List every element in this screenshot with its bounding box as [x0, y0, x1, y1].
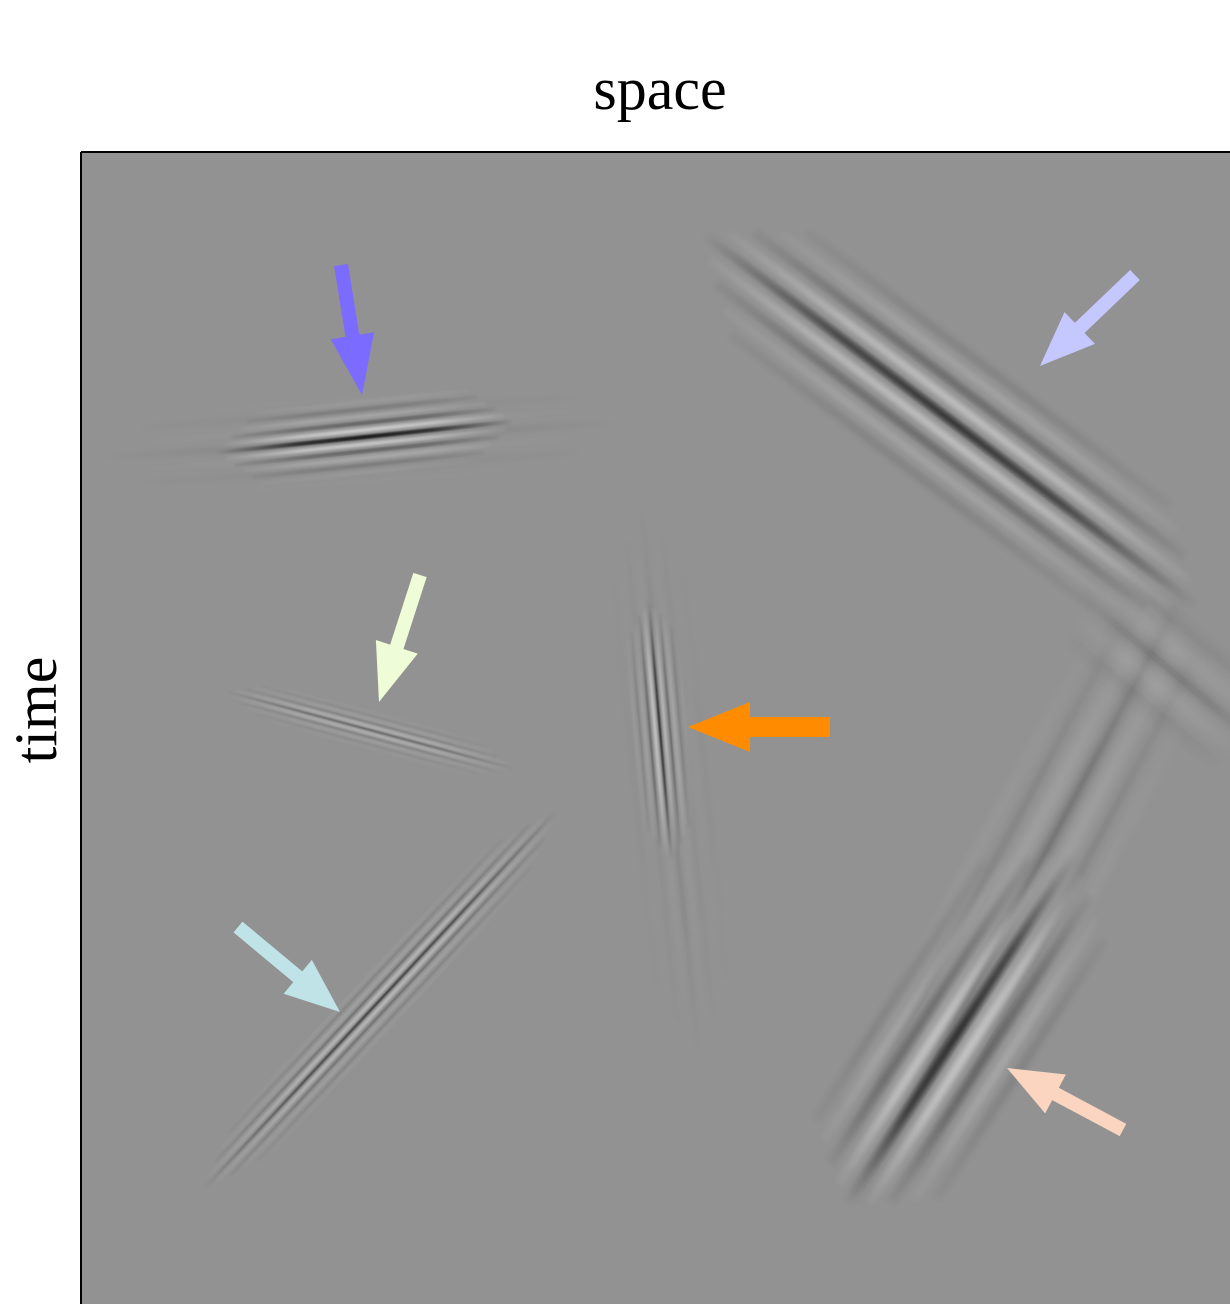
x-axis-label: space: [593, 56, 726, 122]
panel: [81, 152, 1230, 1304]
figure: space time: [0, 0, 1230, 1304]
y-axis-label: time: [3, 657, 69, 764]
